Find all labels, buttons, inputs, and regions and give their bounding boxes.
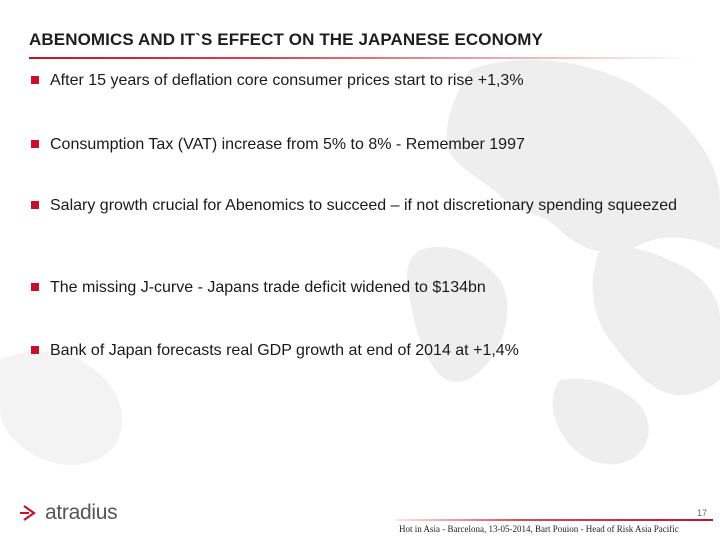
atradius-logo: atradius (20, 500, 118, 526)
red-square-bullet-icon (31, 283, 39, 291)
bullet-item: Salary growth crucial for Abenomics to s… (29, 195, 679, 216)
footer-caption: Hot in Asia - Barcelona, 13-05-2014, Bar… (399, 524, 679, 534)
bullet-text: Bank of Japan forecasts real GDP growth … (50, 342, 519, 359)
page-number: 17 (696, 508, 707, 518)
bullet-item: The missing J-curve - Japans trade defic… (29, 277, 689, 298)
slide-title: ABENOMICS AND IT`S EFFECT ON THE JAPANES… (29, 30, 543, 49)
logo-wordmark: atradius (45, 501, 118, 524)
atradius-chevron-logo-icon (20, 505, 36, 521)
red-square-bullet-icon (31, 346, 39, 354)
bullet-text: After 15 years of deflation core consume… (50, 72, 524, 89)
bullet-item: Consumption Tax (VAT) increase from 5% t… (29, 134, 689, 155)
red-square-bullet-icon (31, 140, 39, 148)
footer-divider (395, 519, 713, 521)
bullet-text: Salary growth crucial for Abenomics to s… (50, 197, 678, 214)
bullet-item: After 15 years of deflation core consume… (29, 70, 689, 91)
red-square-bullet-icon (31, 201, 39, 209)
bullet-text: Consumption Tax (VAT) increase from 5% t… (50, 136, 525, 153)
title-divider (29, 57, 697, 59)
red-square-bullet-icon (31, 76, 39, 84)
bullet-item: Bank of Japan forecasts real GDP growth … (29, 340, 689, 361)
bullet-text: The missing J-curve - Japans trade defic… (50, 279, 486, 296)
